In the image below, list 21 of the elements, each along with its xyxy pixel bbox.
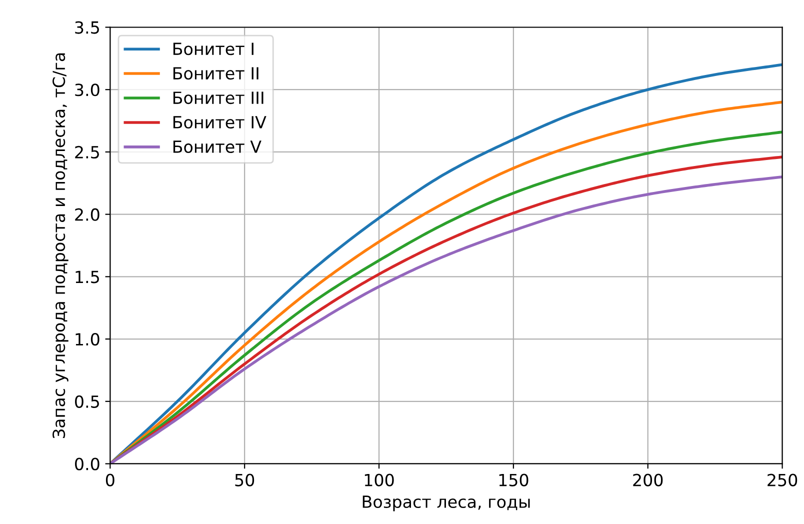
legend-label: Бонитет V [173, 140, 262, 154]
y-tick-label: 2.0 [75, 208, 100, 221]
y-tick-label: 3.0 [75, 84, 100, 96]
y-tick-label: 1.5 [76, 270, 99, 284]
y-tick-label: 0.5 [75, 395, 99, 408]
y-tick-label: 3.5 [75, 21, 99, 34]
y-tick-label: 1.0 [76, 332, 100, 346]
x-tick-label: 200 [633, 474, 663, 486]
x-tick-label: 250 [768, 474, 798, 486]
x-tick-label: 150 [499, 474, 528, 486]
x-tick-label: 100 [364, 474, 394, 486]
y-axis-title: Запас углерода подроста и подлеска, тC/га [52, 53, 68, 438]
x-tick-label: 50 [235, 474, 254, 486]
x-axis-title: Возраст леса, годы [362, 496, 530, 512]
legend-label: Бонитет III [173, 92, 264, 104]
legend-label: Бонитет IV [173, 116, 266, 129]
legend-label: Бонитет I [173, 42, 254, 56]
legend-label: Бонитет II [173, 67, 258, 80]
y-tick-label: 2.5 [75, 146, 99, 159]
y-tick-label: 0.0 [75, 458, 100, 470]
x-tick-label: 0 [106, 474, 114, 486]
